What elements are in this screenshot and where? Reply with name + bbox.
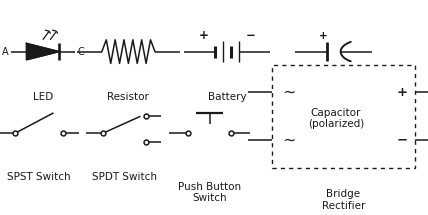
Text: Push Button
Switch: Push Button Switch <box>178 182 241 203</box>
Text: −: − <box>396 133 407 146</box>
Polygon shape <box>27 43 59 60</box>
Text: +: + <box>319 31 328 41</box>
Text: ~: ~ <box>282 85 296 100</box>
Text: A: A <box>2 47 9 57</box>
FancyBboxPatch shape <box>272 64 415 168</box>
Text: +: + <box>198 29 208 42</box>
Text: Bridge
Rectifier: Bridge Rectifier <box>322 189 365 211</box>
Text: SPDT Switch: SPDT Switch <box>92 172 157 182</box>
Text: Capacitor
(polarized): Capacitor (polarized) <box>308 108 364 129</box>
Text: C: C <box>77 47 84 57</box>
Text: ~: ~ <box>282 132 296 147</box>
Text: Resistor: Resistor <box>107 92 149 102</box>
Text: −: − <box>245 29 256 42</box>
Text: +: + <box>396 86 407 99</box>
Text: SPST Switch: SPST Switch <box>7 172 70 182</box>
Text: Battery: Battery <box>208 92 246 102</box>
Text: LED: LED <box>33 92 53 102</box>
